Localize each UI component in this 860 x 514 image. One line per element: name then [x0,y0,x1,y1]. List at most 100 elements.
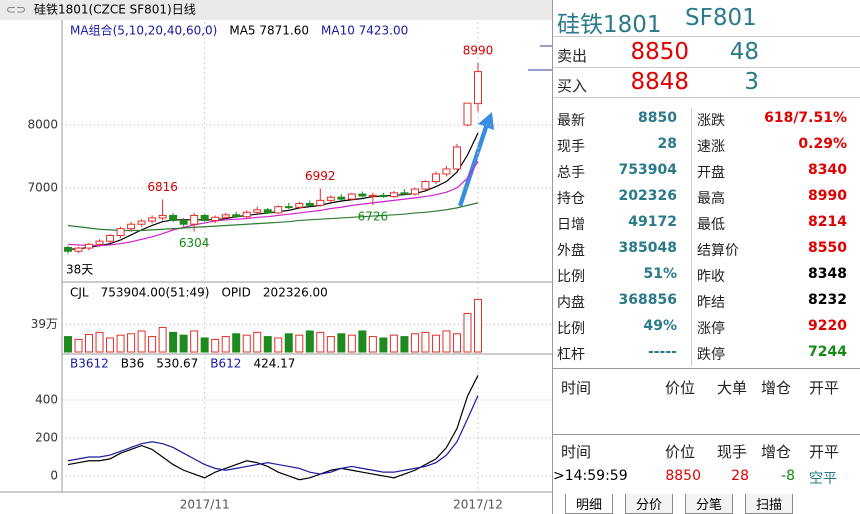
legend-text: 753904.00(51:49) [101,286,210,300]
field-value: 618/7.51% [764,110,847,126]
quote-row: 外盘 385048 结算价 8550 [553,236,860,262]
volume-bar [95,331,104,353]
candle-body [158,214,167,219]
column-header: 开平 [809,379,840,397]
quote-row: 现手 28 速涨 0.29% [553,132,860,158]
field-label: 日增 [557,217,585,233]
ma-line [67,202,479,232]
candle-body [431,173,440,183]
field-label: 昨结 [697,295,725,311]
candle-body [232,214,241,218]
candle-body [368,194,377,197]
volume-bar [211,338,220,353]
column-header: 增仓 [761,379,792,397]
volume-bar [127,333,136,353]
volume-bar [284,333,293,353]
volume-bar [421,331,430,353]
low-label: 6304 [179,236,210,250]
field-label: 昨收 [697,269,725,285]
volume-bar [305,330,314,353]
ask-label: 卖出 [557,47,588,65]
volume-bar [316,331,325,353]
volume-bar [463,312,472,353]
ask-volume: 48 [729,39,759,65]
x-tick-label: 2017/11 [180,498,230,512]
candle-body [274,206,283,214]
indicator-line [67,375,479,481]
ask-price: 8850 [630,39,689,65]
chart-title: 硅铁1801(CZCE SF801)日线 [34,3,196,17]
tab[interactable]: 分价 [625,494,674,514]
quote-row: 比例 51% 昨收 8348 [553,262,860,288]
volume-bar [221,336,230,353]
y-tick-label: 7000 [27,180,58,194]
volume-bar [474,298,482,353]
candle-body [337,196,346,200]
candle-body [284,206,293,209]
candle-body [421,181,430,190]
candle-body [127,223,136,230]
bid-price: 8848 [630,69,689,95]
volume-bar [179,334,188,353]
field-label: 现手 [557,139,585,155]
quote-row: 持仓 202326 最高 8990 [553,184,860,210]
candle-body [74,247,83,252]
column-header: 时间 [561,443,592,461]
volume-bar [263,336,272,353]
candle-body [137,220,146,225]
field-label: 总手 [557,165,585,181]
ask-row: 卖出 8850 48 [553,37,860,68]
chart-area: ⊂⊃ 硅铁1801(CZCE SF801)日线 2017/11 2017/12 70… [0,0,552,512]
column-header: 价位 [665,443,696,461]
divider [553,434,860,435]
field-label: 结算价 [697,243,739,259]
quote-panel: 硅铁1801 SF801 卖出 8850 48 买入 8848 3 最新 8850 涨跌 618/7.… [552,0,860,514]
high-label: 6992 [305,169,336,183]
field-label: 跌停 [697,347,725,363]
tab[interactable]: 分笔 [685,494,734,514]
legend-text: CJL [70,286,89,300]
contract-code: SF801 [685,5,757,31]
ma-line [67,132,479,250]
candle-body [64,246,72,252]
tab[interactable]: 明细 [565,494,614,514]
volume-bar [389,334,398,353]
candle-body [295,202,304,208]
volume-bar [452,333,461,353]
legend-text: MA10 7423.00 [321,24,408,38]
contract-name: 硅铁1801 [557,12,662,38]
bid-volume: 3 [744,69,759,95]
quote-title: 硅铁1801 SF801 [553,0,860,38]
candle-body [85,243,94,249]
column-header: 开平 [809,443,840,461]
y-tick-label: 39万 [31,317,58,331]
trade-header: 时间 价位 现手 增仓 开平 [553,437,860,463]
legend-text: 202326.00 [263,286,328,300]
volume-bar [347,334,356,353]
volume-bar [74,338,83,353]
legend-text: 530.67 [156,357,198,371]
field-value: 8214 [808,214,847,230]
arrow [458,112,494,207]
volume-bar [400,336,409,353]
candle-body [242,211,251,218]
volume-bar [274,337,283,353]
legend-text: OPID [221,286,250,300]
field-value: ----- [647,344,677,360]
field-value: 7244 [808,344,847,360]
field-label: 速涨 [697,139,725,155]
link-icon: ⊂⊃ [6,3,26,17]
high-label: 6816 [147,180,178,194]
quote-row: 最新 8850 涨跌 618/7.51% [553,106,860,132]
tab[interactable]: 扫描 [745,494,794,514]
field-value: 8340 [808,162,847,178]
legend-text: B36 [121,357,145,371]
column-header: 增仓 [761,443,792,461]
volume-bar [158,326,167,353]
field-label: 最高 [697,191,725,207]
candle-body [179,219,188,225]
quote-row: 比例 49% 涨停 9220 [553,314,860,340]
field-value: 8850 [638,110,677,126]
volume-bar [190,330,199,353]
